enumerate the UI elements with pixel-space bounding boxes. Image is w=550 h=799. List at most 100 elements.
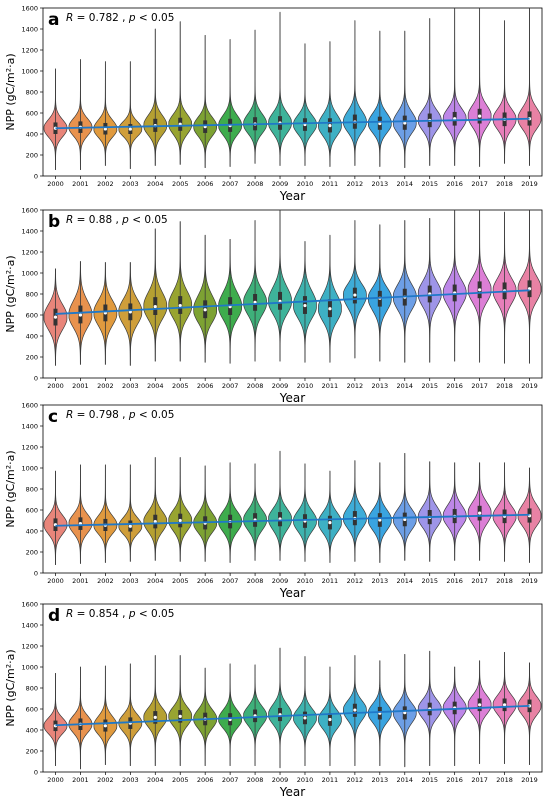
y-tick-label: 1600 bbox=[21, 4, 38, 12]
x-tick-label: 2015 bbox=[421, 382, 438, 390]
x-tick-label: 2009 bbox=[272, 776, 289, 784]
x-tick-label: 2015 bbox=[421, 776, 438, 784]
x-tick-label: 2017 bbox=[471, 577, 488, 585]
x-tick-label: 2014 bbox=[397, 776, 414, 784]
x-tick-label: 2004 bbox=[147, 382, 164, 390]
x-tick-label: 2007 bbox=[222, 382, 239, 390]
x-tick-label: 2000 bbox=[47, 776, 64, 784]
x-tick-label: 2018 bbox=[496, 577, 513, 585]
x-tick-label: 2014 bbox=[397, 577, 414, 585]
median-2003 bbox=[128, 524, 132, 528]
stat-annotation: R = 0.798 , p < 0.05 bbox=[66, 409, 174, 421]
median-2010 bbox=[303, 303, 307, 308]
median-2002 bbox=[103, 724, 107, 728]
x-tick-label: 2011 bbox=[322, 180, 339, 188]
x-axis-label: Year bbox=[279, 189, 305, 203]
x-tick-label: 2000 bbox=[47, 382, 64, 390]
x-tick-label: 2002 bbox=[97, 382, 114, 390]
y-tick-label: 600 bbox=[26, 506, 38, 514]
x-tick-label: 2003 bbox=[122, 577, 139, 585]
median-2017 bbox=[478, 288, 482, 292]
x-tick-label: 2014 bbox=[397, 382, 414, 390]
x-tick-label: 2011 bbox=[322, 577, 339, 585]
x-tick-label: 2007 bbox=[222, 180, 239, 188]
x-tick-label: 2005 bbox=[172, 776, 189, 784]
trend-line bbox=[55, 289, 530, 315]
x-tick-label: 2016 bbox=[446, 776, 463, 784]
y-tick-label: 400 bbox=[26, 527, 38, 535]
x-axis-label: Year bbox=[279, 586, 305, 600]
panel-a: 0 200 400 600 800 1000 1200 1400 1600 2000 2001 200… bbox=[4, 4, 543, 203]
x-tick-label: 2001 bbox=[72, 180, 89, 188]
median-2001 bbox=[78, 313, 83, 317]
y-tick-label: 200 bbox=[26, 353, 38, 361]
panel-label: d bbox=[48, 606, 60, 626]
median-2011 bbox=[328, 717, 332, 722]
x-tick-label: 2018 bbox=[496, 776, 513, 784]
x-tick-label: 2008 bbox=[247, 382, 264, 390]
stat-annotation: R = 0.854 , p < 0.05 bbox=[66, 608, 174, 620]
x-tick-label: 2007 bbox=[222, 776, 239, 784]
x-tick-label: 2005 bbox=[172, 382, 189, 390]
median-2012 bbox=[353, 293, 357, 297]
x-tick-label: 2006 bbox=[197, 776, 214, 784]
x-tick-label: 2016 bbox=[446, 180, 463, 188]
x-tick-label: 2002 bbox=[97, 180, 114, 188]
panel-label: b bbox=[48, 212, 60, 232]
y-tick-label: 800 bbox=[26, 485, 38, 493]
x-tick-label: 2001 bbox=[72, 776, 89, 784]
trend-line bbox=[55, 704, 530, 727]
y-tick-label: 1000 bbox=[21, 269, 38, 277]
x-tick-label: 2018 bbox=[496, 382, 513, 390]
x-tick-label: 2014 bbox=[397, 180, 414, 188]
x-tick-label: 2010 bbox=[297, 382, 314, 390]
x-tick-label: 2005 bbox=[172, 180, 189, 188]
x-tick-label: 2017 bbox=[471, 776, 488, 784]
median-2018 bbox=[502, 703, 507, 707]
x-tick-label: 2004 bbox=[147, 577, 164, 585]
median-2005 bbox=[178, 303, 182, 308]
y-tick-label: 0 bbox=[34, 768, 38, 776]
median-2011 bbox=[328, 307, 332, 311]
y-tick-label: 1400 bbox=[21, 227, 38, 235]
y-tick-label: 200 bbox=[26, 151, 38, 159]
y-tick-label: 1000 bbox=[21, 464, 38, 472]
x-tick-label: 2001 bbox=[72, 577, 89, 585]
x-tick-label: 2008 bbox=[247, 180, 264, 188]
median-2012 bbox=[353, 708, 357, 712]
x-tick-label: 2005 bbox=[172, 577, 189, 585]
y-tick-label: 1600 bbox=[21, 401, 38, 409]
y-tick-label: 400 bbox=[26, 332, 38, 340]
x-tick-label: 2016 bbox=[446, 382, 463, 390]
x-tick-label: 2006 bbox=[197, 382, 214, 390]
median-2013 bbox=[378, 518, 382, 522]
x-tick-label: 2002 bbox=[97, 577, 114, 585]
x-tick-label: 2013 bbox=[372, 776, 389, 784]
panel-b: 0 200 400 600 800 1000 1200 1400 1600 2000 2001 200… bbox=[4, 206, 543, 405]
y-axis-label: NPP (gC/m²·a) bbox=[4, 649, 17, 726]
median-2013 bbox=[378, 121, 382, 126]
x-tick-label: 2018 bbox=[496, 180, 513, 188]
x-tick-label: 2012 bbox=[347, 382, 364, 390]
y-tick-label: 1600 bbox=[21, 206, 38, 214]
x-tick-label: 2003 bbox=[122, 776, 139, 784]
x-tick-label: 2010 bbox=[297, 776, 314, 784]
median-2006 bbox=[203, 308, 207, 312]
x-tick-label: 2012 bbox=[347, 776, 364, 784]
panel-label: a bbox=[48, 10, 59, 30]
y-axis-label: NPP (gC/m²·a) bbox=[4, 53, 17, 130]
x-tick-label: 2019 bbox=[521, 776, 538, 784]
x-tick-label: 2010 bbox=[297, 577, 314, 585]
median-2002 bbox=[103, 127, 107, 131]
x-axis-label: Year bbox=[279, 785, 305, 799]
median-2004 bbox=[153, 519, 157, 524]
median-2004 bbox=[153, 305, 157, 309]
y-tick-label: 1400 bbox=[21, 621, 38, 629]
median-2000 bbox=[53, 315, 58, 319]
stat-annotation: R = 0.782 , p < 0.05 bbox=[66, 12, 174, 24]
x-tick-label: 2017 bbox=[471, 180, 488, 188]
x-tick-label: 2013 bbox=[372, 577, 389, 585]
y-tick-label: 800 bbox=[26, 290, 38, 298]
y-axis-label: NPP (gC/m²·a) bbox=[4, 255, 17, 332]
